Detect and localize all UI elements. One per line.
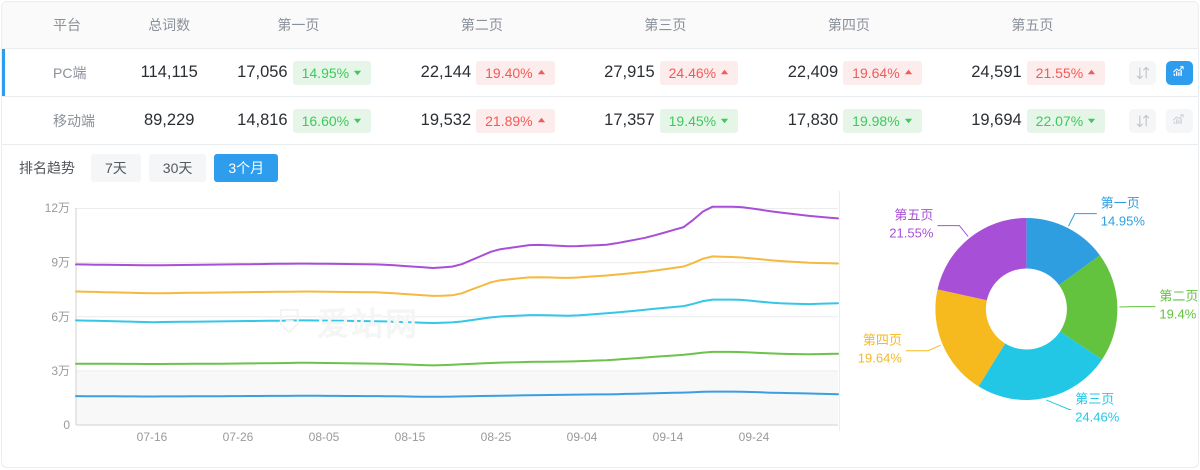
svg-text:08-15: 08-15 xyxy=(395,430,426,444)
svg-text:07-16: 07-16 xyxy=(137,430,168,444)
svg-text:第五页: 第五页 xyxy=(894,208,933,223)
svg-text:6万: 6万 xyxy=(51,310,70,324)
svg-text:3万: 3万 xyxy=(51,364,70,378)
svg-text:第一页: 第一页 xyxy=(1100,196,1139,211)
svg-text:第四页: 第四页 xyxy=(862,333,901,348)
svg-text:9万: 9万 xyxy=(51,256,70,270)
svg-text:12万: 12万 xyxy=(45,201,70,215)
svg-text:14.95%: 14.95% xyxy=(1100,214,1145,229)
svg-text:19.64%: 19.64% xyxy=(857,351,902,366)
svg-text:08-05: 08-05 xyxy=(309,430,340,444)
svg-text:第二页: 第二页 xyxy=(1159,289,1198,304)
svg-text:07-26: 07-26 xyxy=(223,430,254,444)
svg-text:24.46%: 24.46% xyxy=(1075,410,1120,425)
svg-text:09-14: 09-14 xyxy=(653,430,684,444)
svg-text:09-24: 09-24 xyxy=(739,430,770,444)
svg-text:08-25: 08-25 xyxy=(481,430,512,444)
svg-text:19.4%: 19.4% xyxy=(1159,307,1196,322)
svg-text:0: 0 xyxy=(63,418,70,432)
svg-text:09-04: 09-04 xyxy=(567,430,598,444)
svg-text:21.55%: 21.55% xyxy=(889,226,934,241)
svg-text:第三页: 第三页 xyxy=(1075,392,1114,407)
